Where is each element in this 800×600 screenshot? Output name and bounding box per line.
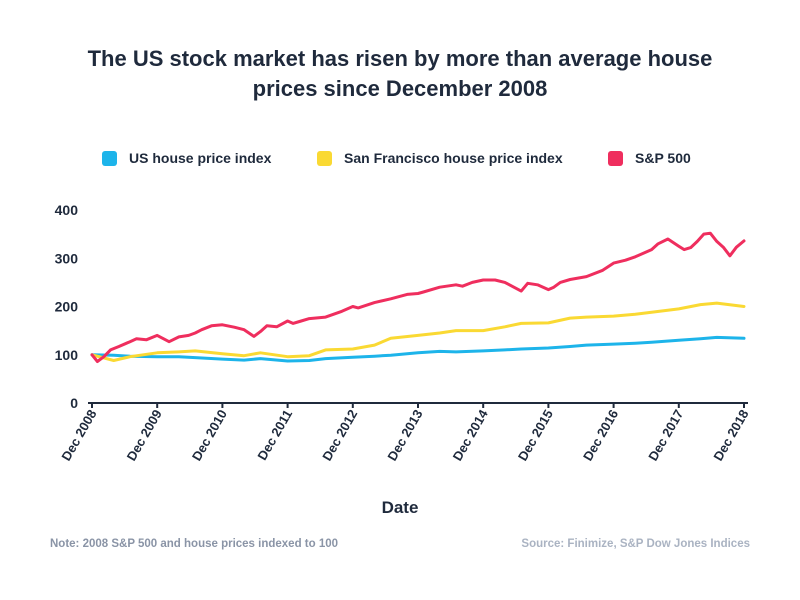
x-tick-label: Dec 2017 xyxy=(645,407,686,463)
x-axis-label: Date xyxy=(382,498,419,517)
x-tick-label: Dec 2009 xyxy=(124,407,165,463)
legend-item-sf-house: San Francisco house price index xyxy=(317,150,563,166)
footnote: Note: 2008 S&P 500 and house prices inde… xyxy=(50,538,339,550)
y-tick-label: 300 xyxy=(55,250,79,266)
legend: US house price index San Francisco house… xyxy=(0,150,800,170)
x-tick-label: Dec 2013 xyxy=(384,407,425,463)
x-tick-label: Dec 2014 xyxy=(450,406,492,463)
legend-label-sp500: S&P 500 xyxy=(635,150,691,166)
x-tick-label: Dec 2010 xyxy=(189,407,230,463)
series-lines xyxy=(90,231,746,363)
x-tick-label: Dec 2018 xyxy=(710,407,751,463)
series-line-2 xyxy=(90,231,746,363)
legend-item-sp500: S&P 500 xyxy=(608,150,691,166)
legend-swatch-sf-house xyxy=(317,150,332,166)
series-line-0 xyxy=(90,335,746,363)
chart-title-line-1: The US stock market has risen by more th… xyxy=(87,46,713,71)
y-tick-label: 100 xyxy=(55,347,79,363)
legend-label-sf-house: San Francisco house price index xyxy=(344,150,563,166)
x-tick-label: Dec 2011 xyxy=(254,407,295,463)
x-tick-label: Dec 2008 xyxy=(58,407,99,463)
y-tick-label: 0 xyxy=(70,395,78,411)
y-tick-label: 200 xyxy=(55,299,79,315)
x-tick-label: Dec 2016 xyxy=(580,407,621,463)
chart-title: The US stock market has risen by more th… xyxy=(0,44,800,104)
y-axis: 0 100 200 300 400 xyxy=(55,202,79,411)
series-line-1 xyxy=(90,301,746,362)
y-tick-label: 400 xyxy=(55,202,79,218)
legend-item-us-house: US house price index xyxy=(102,150,271,166)
x-tick-label: Dec 2015 xyxy=(515,407,556,463)
x-axis: Dec 2008 Dec 2009 Dec 2010 Dec 2011 Dec 2012… xyxy=(58,403,752,463)
legend-label-us-house: US house price index xyxy=(129,150,272,166)
legend-swatch-us-house xyxy=(102,150,117,166)
legend-swatch-sp500 xyxy=(608,150,623,166)
source-note: Source: Finimize, S&P Dow Jones Indices xyxy=(521,538,750,550)
x-tick-label: Dec 2012 xyxy=(319,407,360,463)
chart-title-line-2: prices since December 2008 xyxy=(252,76,548,101)
